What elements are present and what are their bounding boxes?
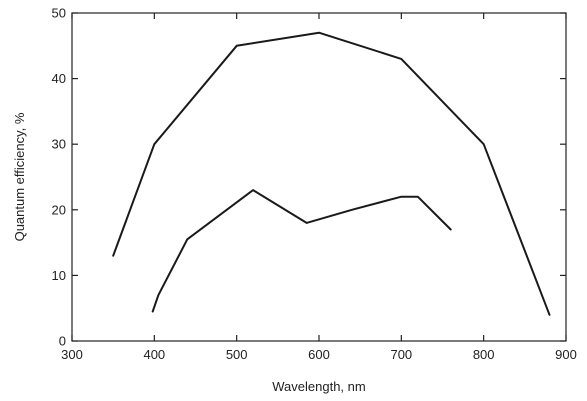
x-tick-label-600: 600	[308, 347, 330, 362]
x-tick-label-500: 500	[226, 347, 248, 362]
y-axis-label: Quantum efficiency, %	[12, 112, 27, 241]
x-axis-label: Wavelength, nm	[272, 379, 365, 394]
x-tick-label-900: 900	[555, 347, 577, 362]
x-tick-label-300: 300	[61, 347, 83, 362]
x-tick-label-400: 400	[143, 347, 165, 362]
y-axis-ticks: 0 10 20 30 40 50	[52, 6, 566, 349]
y-tick-label-50: 50	[52, 6, 66, 21]
series-layer	[112, 31, 551, 316]
x-tick-label-800: 800	[473, 347, 495, 362]
x-tick-label-700: 700	[390, 347, 412, 362]
series-line-1	[112, 31, 551, 316]
y-tick-label-0: 0	[59, 334, 66, 349]
y-tick-label-20: 20	[52, 202, 66, 217]
series-line-2	[151, 189, 452, 313]
plot-frame	[71, 12, 567, 342]
y-tick-label-10: 10	[52, 268, 66, 283]
y-tick-label-30: 30	[52, 137, 66, 152]
x-axis-ticks: 300 400 500 600 700 800 900	[61, 13, 577, 362]
y-tick-label-40: 40	[52, 71, 66, 86]
